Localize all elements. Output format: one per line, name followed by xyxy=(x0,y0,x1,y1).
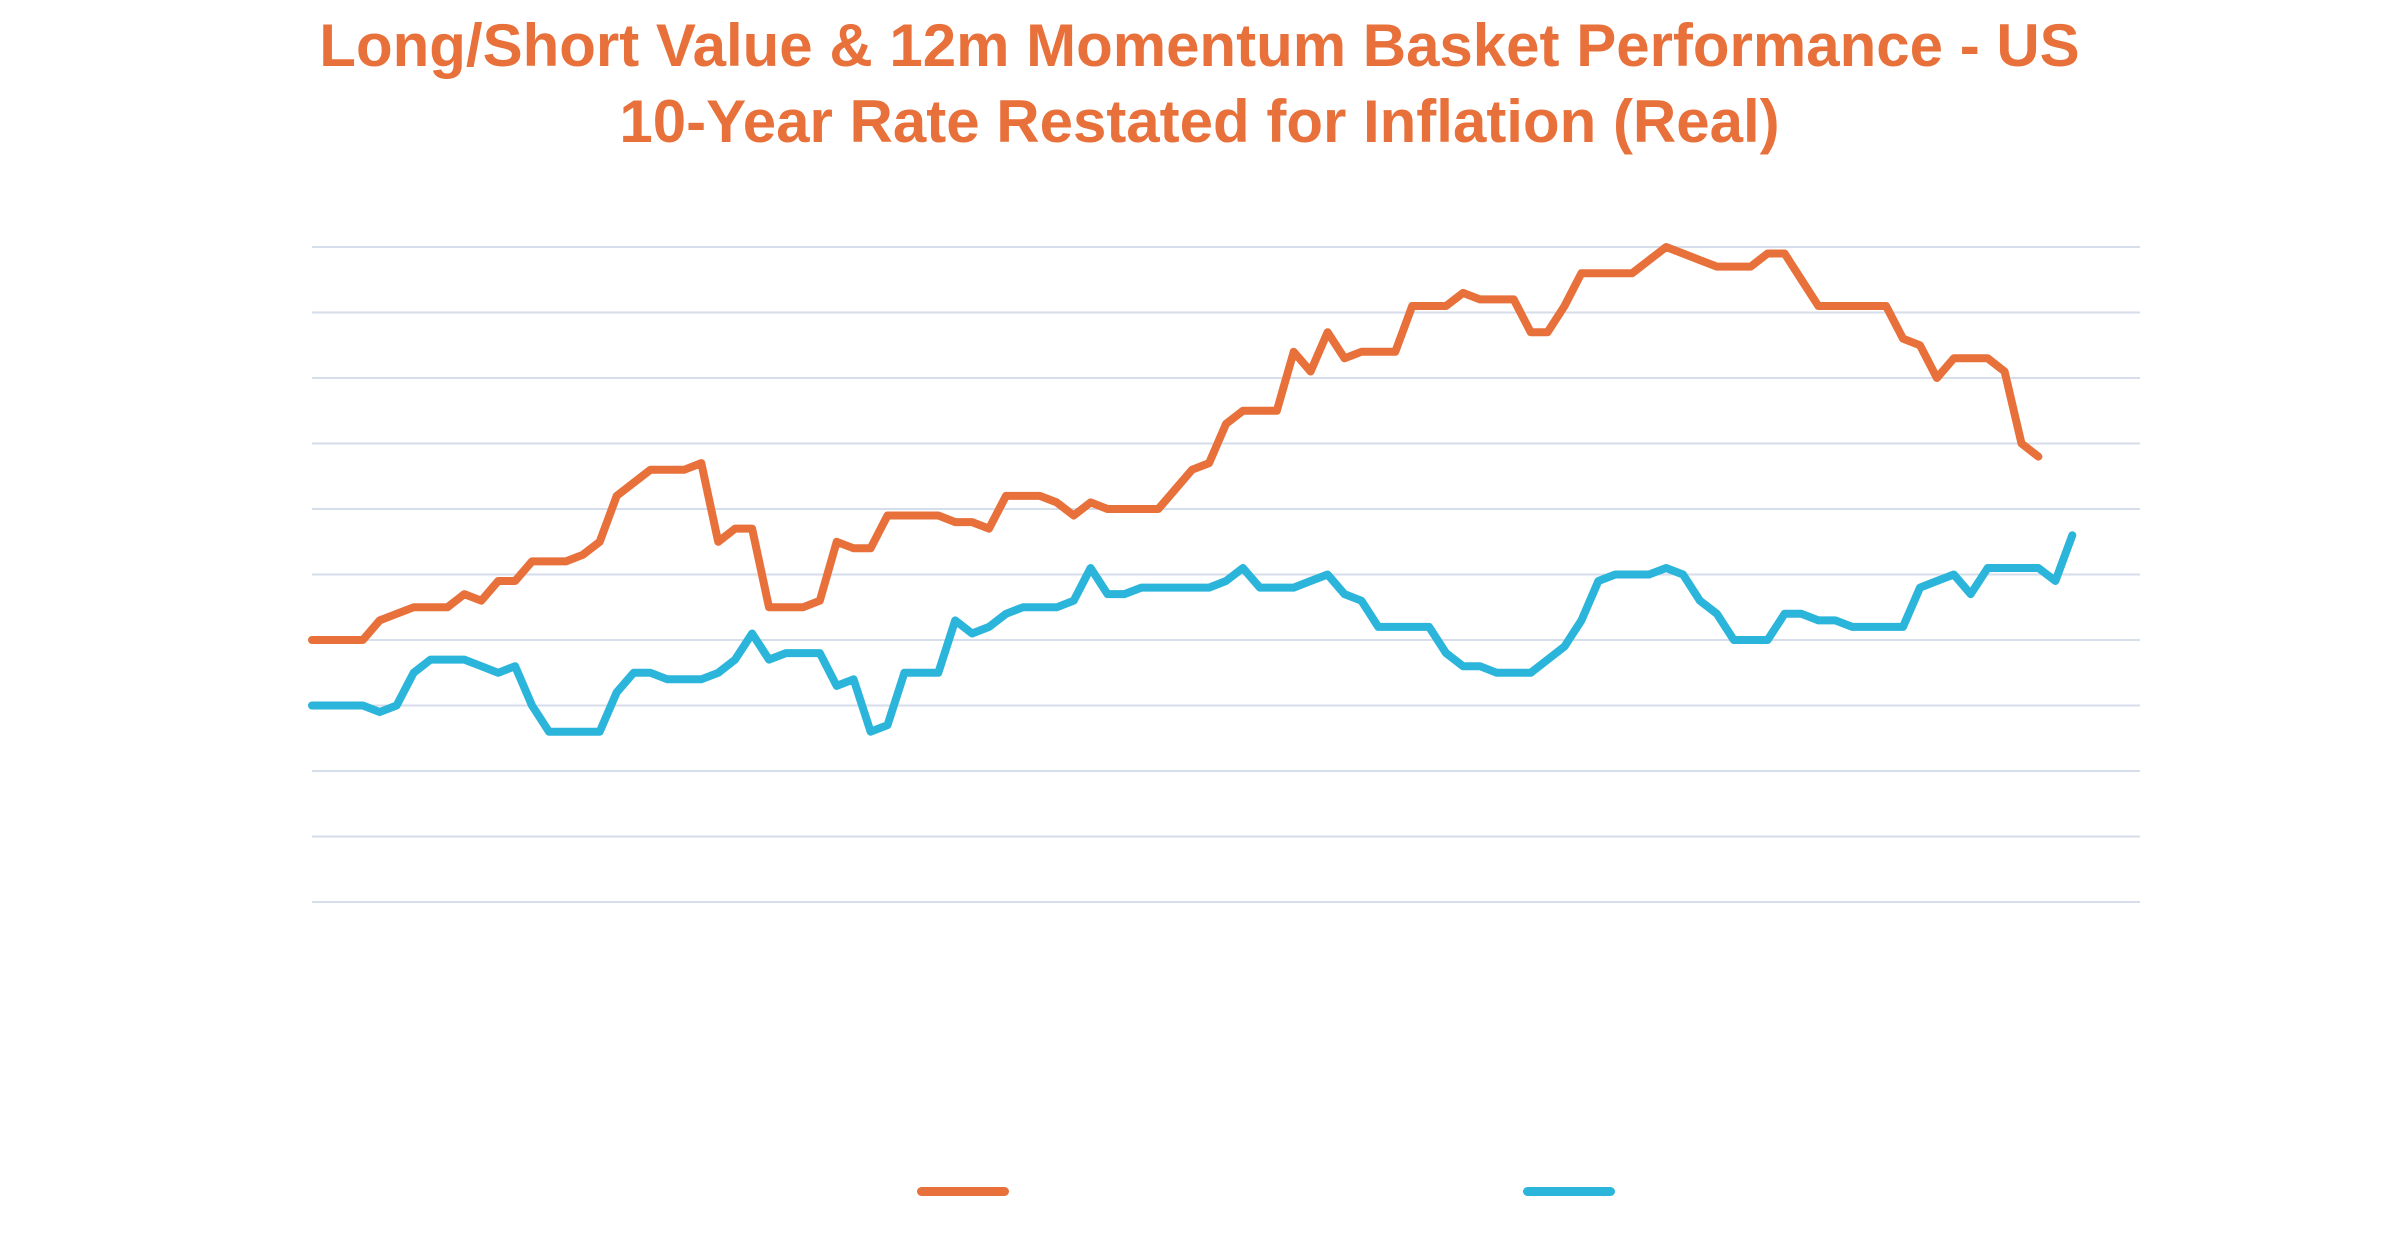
gridlines xyxy=(312,246,2140,903)
series-line-1 xyxy=(308,243,2043,644)
chart-title-line-1: Long/Short Value & 12m Momentum Basket P… xyxy=(319,12,2080,79)
chart-title-line-2: 10-Year Rate Restated for Inflation (Rea… xyxy=(619,88,1780,155)
legend-swatch-series-2 xyxy=(1523,1187,1615,1196)
series-lines xyxy=(308,243,2077,736)
series-line-2 xyxy=(308,531,2077,736)
chart-title: Long/Short Value & 12m Momentum Basket P… xyxy=(0,8,2399,160)
legend-swatch-series-1 xyxy=(917,1187,1009,1196)
